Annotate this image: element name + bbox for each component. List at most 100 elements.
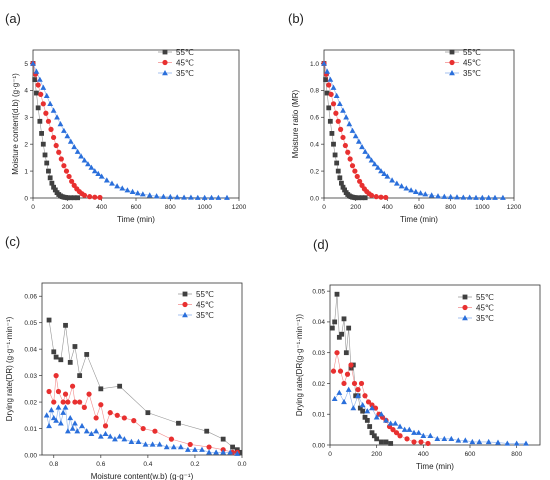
data-point: [129, 188, 136, 195]
chart-panel-3: 0.8 0.6 0.4 0.2 0.0 0.00 0.01 0.02 0.03 0.04 0.05 0…: [5, 234, 247, 480]
data-point: [92, 194, 98, 200]
data-point: [188, 194, 194, 200]
data-point: [392, 420, 399, 426]
data-point: [35, 105, 41, 111]
data-point: [163, 444, 170, 450]
data-point: [81, 157, 88, 163]
x-tick-label: 0.4: [143, 461, 152, 468]
y-tick-label: 1: [24, 168, 28, 175]
data-point: [51, 399, 57, 405]
data-point: [420, 432, 427, 438]
data-point: [63, 168, 70, 174]
data-point: [365, 399, 372, 405]
y-tick-label: 0.00: [24, 452, 37, 459]
data-point: [338, 126, 344, 132]
plot-frame: [32, 49, 240, 199]
data-point: [324, 90, 330, 96]
data-point: [48, 407, 55, 413]
legend-label: 55℃: [463, 48, 481, 57]
data-point: [462, 437, 469, 443]
y-tick-label: 0.04: [24, 346, 37, 353]
data-point: [523, 440, 529, 446]
data-point: [51, 349, 57, 355]
data-point: [340, 184, 346, 190]
data-point: [156, 441, 163, 447]
panel-label: (d): [313, 237, 329, 252]
data-point: [50, 107, 57, 113]
data-point: [347, 156, 353, 162]
legend-marker: [162, 49, 168, 55]
data-point: [53, 142, 59, 149]
data-point: [485, 194, 492, 200]
data-point: [448, 435, 455, 442]
data-point: [87, 194, 93, 200]
x-tick-label: 600: [131, 204, 142, 211]
data-point: [40, 141, 46, 147]
data-point: [51, 184, 56, 190]
data-point: [397, 433, 403, 439]
data-point: [326, 105, 332, 111]
data-point: [88, 164, 95, 170]
x-tick-label: 600: [414, 204, 425, 211]
data-point: [340, 134, 346, 141]
data-point: [57, 420, 64, 426]
x-tick-label: 400: [418, 451, 429, 458]
data-point: [230, 444, 235, 450]
data-point: [142, 441, 149, 447]
data-point: [364, 417, 370, 423]
data-point: [393, 180, 400, 186]
legend-label: 45℃: [196, 301, 214, 310]
data-point: [335, 168, 341, 174]
chart-panel-2: 0 200 400 600 800 1000 1200 0.0 0.2 0.4 0.6 0.8 1.0 T…: [288, 11, 522, 224]
data-point: [336, 389, 343, 395]
data-point: [53, 354, 59, 360]
data-point: [324, 68, 331, 74]
data-point: [350, 405, 357, 411]
y-tick-label: 0.06: [24, 294, 37, 301]
data-point: [383, 194, 389, 201]
data-point: [52, 187, 58, 193]
data-point: [181, 194, 187, 200]
data-point: [39, 131, 44, 136]
y-tick-label: 3: [24, 115, 28, 122]
y-tick-label: 4: [24, 88, 28, 95]
x-tick-label: 0.8: [49, 461, 58, 468]
data-point: [334, 160, 340, 166]
data-point: [412, 188, 419, 195]
data-point: [135, 438, 142, 444]
x-tick-label: 0: [322, 204, 326, 211]
data-point: [54, 114, 60, 120]
data-point: [213, 449, 220, 455]
data-point: [79, 422, 85, 429]
data-point: [234, 447, 240, 453]
data-point: [422, 191, 429, 197]
data-point: [67, 359, 73, 365]
data-point: [418, 439, 424, 445]
data-point: [354, 173, 360, 180]
data-point: [48, 126, 54, 132]
data-point: [337, 175, 343, 181]
data-point: [335, 118, 341, 124]
data-point: [57, 121, 64, 127]
x-axis-title: Moisture content(w.b) (g·g⁻¹): [91, 472, 194, 480]
legend: 55℃ 45℃35℃: [178, 290, 214, 320]
data-point: [329, 131, 335, 136]
y-tick-label: 0.2: [310, 168, 319, 175]
data-point: [187, 441, 193, 448]
data-point: [348, 365, 354, 371]
data-point: [121, 436, 128, 442]
data-point: [93, 415, 99, 421]
data-point: [427, 432, 434, 438]
x-tick-label: 1000: [475, 204, 490, 211]
data-point: [334, 291, 340, 297]
y-tick-label: 0.4: [310, 141, 319, 148]
legend-marker: [449, 49, 455, 55]
data-point: [373, 414, 380, 420]
data-point: [371, 433, 377, 439]
data-point: [40, 84, 47, 90]
series-circle: [330, 350, 431, 447]
data-point: [340, 107, 346, 113]
legend-marker: [182, 291, 188, 297]
data-point: [360, 408, 366, 414]
legend-marker: [162, 70, 168, 76]
